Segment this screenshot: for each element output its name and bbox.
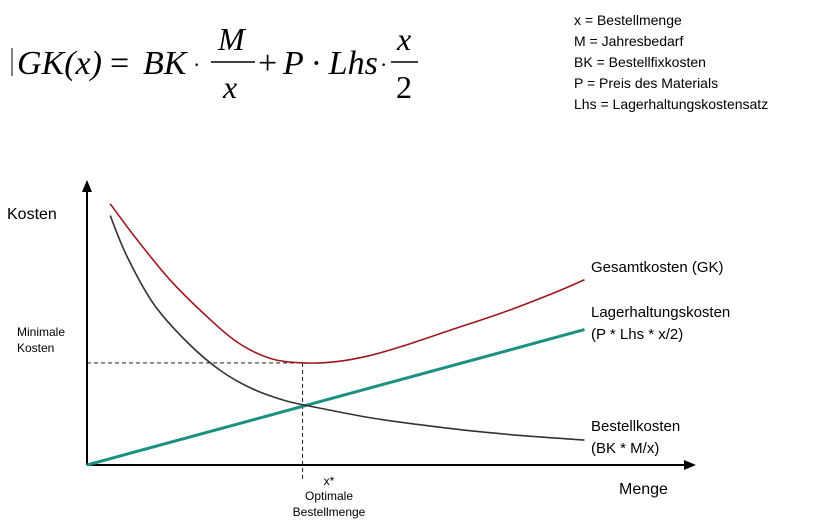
series [86, 203, 585, 467]
legend-item-lhs: Lhs = Lagerhaltungskostensatz [574, 96, 768, 112]
optimum-label-3: Bestellmenge [293, 505, 366, 519]
lagerhaltungskosten-line [86, 328, 585, 467]
formula-term2-num: x [396, 21, 411, 57]
series-label-lagerhaltung-formula: (P * Lhs * x/2) [591, 326, 683, 343]
legend-item-p: P = Preis des Materials [574, 75, 718, 91]
legend-item-m: M = Jahresbedarf [574, 33, 683, 49]
formula-plus: + [258, 45, 277, 82]
min-cost-label-2: Kosten [17, 341, 54, 355]
formula-lhs: GK(x) [17, 45, 102, 82]
axes: Kosten Menge [7, 180, 696, 498]
legend-item-bk: BK = Bestellfixkosten [574, 54, 706, 70]
series-label-bestellkosten: Bestellkosten [591, 418, 680, 435]
formula-term2-den: 2 [396, 69, 412, 105]
formula-term1-num: M [217, 21, 247, 57]
y-axis-arrow-icon [82, 180, 92, 192]
formula: GK(x) = BK · M x + P · Lhs · x 2 [11, 21, 418, 105]
legend-item-x: x = Bestellmenge [574, 12, 682, 28]
formula-dot-2: · [380, 52, 387, 77]
formula-dot-1: · [193, 52, 200, 77]
bestellkosten-curve [109, 215, 585, 441]
formula-eq: = [110, 45, 129, 82]
formula-term1-den: x [222, 69, 237, 105]
x-axis-label: Menge [619, 481, 668, 498]
gesamtkosten-curve [109, 203, 585, 364]
x-axis-arrow-icon [684, 460, 696, 470]
guides [87, 362, 304, 480]
series-label-lagerhaltung: Lagerhaltungskosten [591, 304, 730, 321]
optimum-label-1: x* [324, 474, 335, 488]
series-labels: Gesamtkosten (GK) Lagerhaltungskosten (P… [591, 259, 730, 457]
y-axis-label: Kosten [7, 206, 57, 223]
formula-term2-prefix: P · Lhs [282, 45, 378, 82]
annotations: Minimale Kosten x* Optimale Bestellmenge [17, 325, 366, 519]
optimum-label-2: Optimale [305, 489, 353, 503]
series-label-gesamtkosten: Gesamtkosten (GK) [591, 259, 724, 276]
variable-legend: x = Bestellmenge M = Jahresbedarf BK = B… [574, 12, 768, 112]
series-label-bestellkosten-formula: (BK * M/x) [591, 440, 659, 457]
formula-term1-prefix: BK [143, 45, 189, 82]
min-cost-label-1: Minimale [17, 325, 65, 339]
